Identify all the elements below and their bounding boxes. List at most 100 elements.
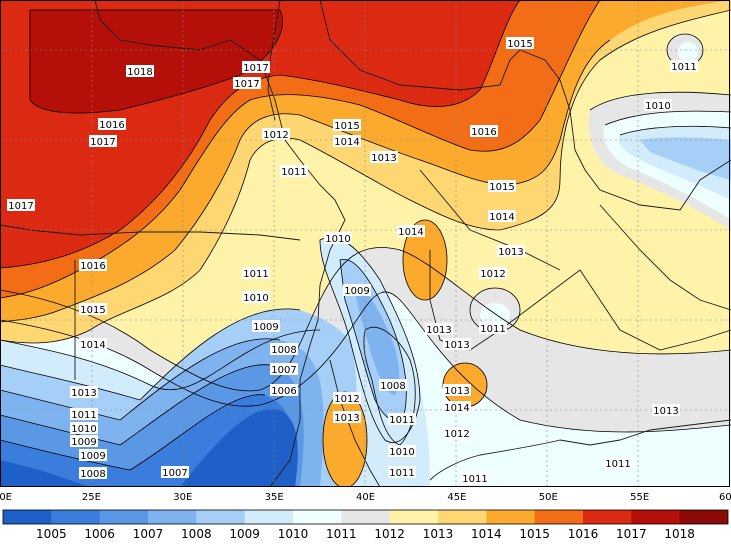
contour-label-bg bbox=[262, 128, 290, 140]
contour-label: 1017 bbox=[89, 135, 117, 148]
contour-label: 1011 bbox=[670, 60, 698, 73]
contour-label-text: 1016 bbox=[80, 261, 105, 272]
contour-label: 1011 bbox=[479, 322, 507, 335]
contour-label-bg bbox=[370, 151, 398, 163]
colorbar-label: 1008 bbox=[181, 527, 212, 541]
contour-label: 1011 bbox=[388, 413, 416, 426]
contour-label-bg bbox=[161, 466, 189, 478]
contour-label-bg bbox=[443, 384, 471, 396]
contour-label: 1015 bbox=[488, 180, 516, 193]
contour-label: 1014 bbox=[397, 225, 425, 238]
contour-label-bg bbox=[79, 467, 107, 479]
colorbar-swatch bbox=[679, 510, 728, 524]
contour-label: 1010 bbox=[388, 445, 416, 458]
contour-label: 1007 bbox=[161, 466, 189, 479]
contour-label-text: 1010 bbox=[325, 234, 350, 245]
contour-label-bg bbox=[379, 379, 407, 391]
contour-label-text: 1012 bbox=[444, 429, 469, 440]
contour-label: 1013 bbox=[70, 386, 98, 399]
colorbar-swatch bbox=[341, 510, 391, 524]
contour-label-text: 1015 bbox=[489, 182, 514, 193]
contour-label-bg bbox=[324, 232, 352, 244]
contour-label-text: 1011 bbox=[71, 410, 96, 421]
x-axis-label: 35E bbox=[265, 492, 284, 503]
colorbar-swatch bbox=[51, 510, 101, 524]
colorbar-label: 1011 bbox=[326, 527, 357, 541]
contour-label: 1017 bbox=[7, 199, 35, 212]
contour-label: 1015 bbox=[79, 303, 107, 316]
contour-label-text: 1015 bbox=[80, 305, 105, 316]
contour-label: 1014 bbox=[488, 210, 516, 223]
contour-label-text: 1007 bbox=[162, 468, 187, 479]
contour-label-text: 1016 bbox=[99, 120, 124, 131]
contour-label-text: 1008 bbox=[80, 469, 105, 480]
contour-label: 1011 bbox=[70, 408, 98, 421]
x-axis-label: 60E bbox=[719, 492, 731, 503]
contour-label-text: 1017 bbox=[8, 201, 33, 212]
contour-label-bg bbox=[443, 338, 471, 350]
contour-label-text: 1009 bbox=[253, 322, 278, 333]
contour-label: 1015 bbox=[506, 37, 534, 50]
contour-label-bg bbox=[397, 225, 425, 237]
contour-label-text: 1014 bbox=[334, 137, 359, 148]
contour-label: 1013 bbox=[425, 323, 453, 336]
colorbar-label: 1018 bbox=[664, 527, 695, 541]
contour-label: 1014 bbox=[79, 338, 107, 351]
colorbar-swatch bbox=[438, 510, 487, 524]
contour-label: 1011 bbox=[461, 472, 489, 485]
coastlines bbox=[0, 0, 731, 487]
contour-label: 1009 bbox=[343, 284, 371, 297]
colorbar-swatch bbox=[389, 510, 439, 524]
contour-label: 1010 bbox=[70, 422, 98, 435]
contour-label-text: 1011 bbox=[243, 269, 268, 280]
x-axis-label: 25E bbox=[82, 492, 101, 503]
contour-label: 1010 bbox=[324, 232, 352, 245]
contour-label-bg bbox=[70, 386, 98, 398]
colorbar: 1005 1006 1007 1008 1009 1010 1011 1012 1013 1014… bbox=[2, 509, 729, 541]
contour-label-text: 1014 bbox=[80, 340, 105, 351]
contour-label-bg bbox=[479, 267, 507, 279]
contour-label-bg bbox=[652, 404, 680, 416]
contour-label: 1018 bbox=[126, 65, 154, 78]
contour-label-text: 1009 bbox=[80, 451, 105, 462]
contour-label-bg bbox=[79, 338, 107, 350]
contour-label: 1017 bbox=[242, 61, 270, 74]
contour-label-bg bbox=[488, 210, 516, 222]
contour-label: 1009 bbox=[252, 320, 280, 333]
contour-label-bg bbox=[126, 65, 154, 77]
colorbar-label: 1010 bbox=[278, 527, 309, 541]
contour-label-bg bbox=[343, 284, 371, 296]
contour-label-bg bbox=[79, 303, 107, 315]
contour-label: 1012 bbox=[443, 427, 471, 440]
colorbar-label: 1016 bbox=[568, 527, 599, 541]
contour-label-bg bbox=[79, 449, 107, 461]
contour-label-bg bbox=[233, 77, 261, 89]
colorbar-swatch bbox=[148, 510, 197, 524]
contour-label-bg bbox=[443, 401, 471, 413]
contour-label-text: 1015 bbox=[334, 121, 359, 132]
colorbar-swatch bbox=[196, 510, 246, 524]
colorbar-swatch bbox=[244, 510, 294, 524]
contour-label-text: 1013 bbox=[334, 413, 359, 424]
colorbar-swatch bbox=[3, 510, 52, 524]
colorbar-swatch bbox=[486, 510, 536, 524]
contour-label: 1014 bbox=[333, 135, 361, 148]
colorbar-swatch bbox=[631, 510, 681, 524]
contour-label-bg bbox=[252, 320, 280, 332]
contour-label-text: 1013 bbox=[71, 388, 96, 399]
x-axis-label: 20E bbox=[0, 492, 12, 503]
contour-label: 1012 bbox=[262, 128, 290, 141]
contour-label-text: 1010 bbox=[389, 447, 414, 458]
colorbar-label: 1007 bbox=[133, 527, 164, 541]
contour-label-text: 1017 bbox=[234, 79, 259, 90]
contour-label: 1013 bbox=[652, 404, 680, 417]
contour-label-text: 1009 bbox=[344, 286, 369, 297]
contour-label: 1013 bbox=[443, 338, 471, 351]
colorbar-label: 1012 bbox=[374, 527, 405, 541]
colorbar-label: 1015 bbox=[519, 527, 550, 541]
colorbar-label: 1005 bbox=[36, 527, 67, 541]
contour-label-text: 1017 bbox=[243, 63, 268, 74]
contour-label-text: 1013 bbox=[444, 340, 469, 351]
colorbar-frame bbox=[2, 509, 729, 525]
